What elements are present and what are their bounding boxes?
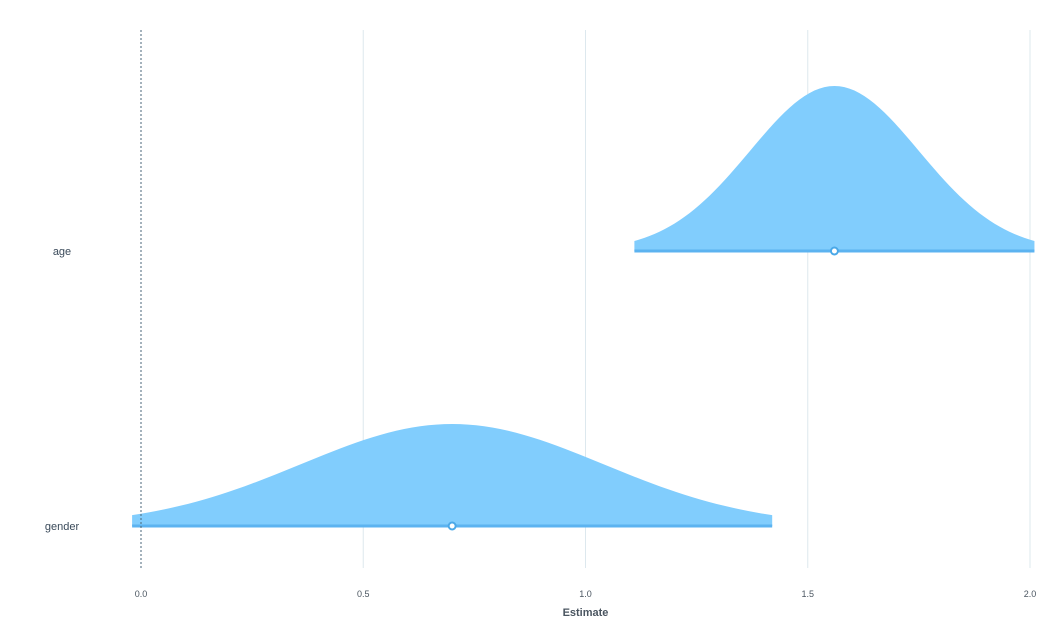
point-estimate-age — [829, 246, 839, 256]
x-tick-label: 1.0 — [579, 589, 592, 599]
x-axis-title: Estimate — [563, 607, 609, 619]
x-tick-label: 0.0 — [135, 589, 148, 599]
ridge-age — [634, 86, 1035, 251]
x-tick-label: 1.5 — [801, 589, 814, 599]
ridges — [132, 86, 1035, 528]
point-estimate-gender — [447, 521, 457, 531]
x-tick-label: 0.5 — [357, 589, 370, 599]
x-axis-ticks: 0.0 0.5 1.0 1.5 2.0 — [135, 589, 1037, 599]
category-label-gender: gender — [45, 521, 80, 533]
category-label-age: age — [53, 246, 71, 258]
category-labels: age gender — [45, 246, 80, 533]
ridge-gender — [132, 424, 773, 526]
point-estimates — [447, 246, 839, 531]
x-tick-label: 2.0 — [1024, 589, 1037, 599]
